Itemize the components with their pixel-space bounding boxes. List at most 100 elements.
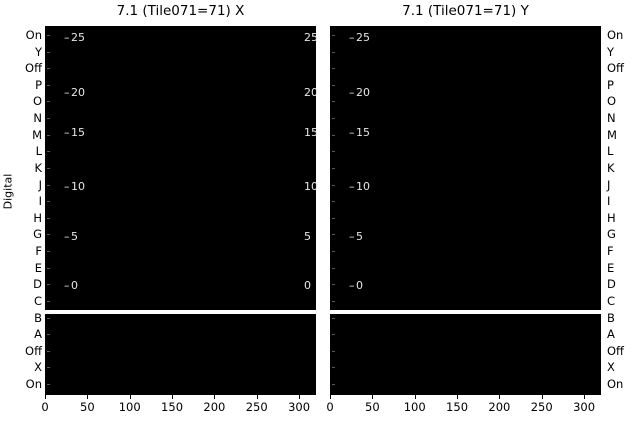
- x-tick-mark: [330, 395, 331, 399]
- inner-y-tick-label: –5: [349, 231, 363, 242]
- inner-y-tick-value: 20: [356, 86, 370, 99]
- x-tick-label: 150: [161, 400, 184, 414]
- inner-y-tick-label-mirrored: 0: [304, 279, 311, 292]
- inner-y-tick-value: 0: [356, 279, 363, 292]
- category-tick-label: D: [607, 277, 616, 292]
- minor-tick-mark: [47, 101, 50, 103]
- x-tick-label: 200: [203, 400, 226, 414]
- x-tick-mark: [45, 395, 46, 399]
- x-tick-mark: [414, 395, 416, 399]
- category-tick-label: G: [607, 227, 616, 242]
- category-tick-label: Y: [607, 44, 615, 59]
- minor-tick-mark: [47, 234, 50, 236]
- tick-dash-icon: –: [349, 86, 355, 99]
- category-tick-label: M: [32, 127, 42, 142]
- category-tick-label: Off: [25, 343, 42, 358]
- x-tick-label: 250: [530, 400, 553, 414]
- tick-dash-icon: –: [349, 279, 355, 292]
- tick-dash-icon: –: [64, 86, 70, 99]
- category-tick-label: H: [607, 210, 616, 225]
- category-tick-label: Y: [34, 44, 42, 59]
- inner-y-tick-label: –25: [64, 32, 85, 43]
- minor-tick-mark: [47, 284, 50, 286]
- inner-y-tick-label: –0: [64, 280, 78, 291]
- x-tick-mark: [299, 395, 301, 399]
- minor-tick-mark: [47, 350, 50, 352]
- category-tick-label: N: [33, 111, 42, 126]
- category-tick-label: O: [32, 94, 42, 109]
- category-tick-label: P: [35, 77, 42, 92]
- minor-tick-mark: [332, 384, 335, 386]
- minor-tick-mark: [332, 267, 335, 269]
- inner-y-tick-label: –15: [64, 127, 85, 138]
- panel-title-right: 7.1 (Tile071=71) Y: [402, 3, 529, 19]
- category-tick-label: I: [38, 194, 42, 209]
- plot-area-left-upper[interactable]: [45, 26, 316, 310]
- minor-tick-mark: [47, 217, 50, 219]
- inner-y-tick-label: –10: [349, 181, 370, 192]
- x-tick-label: 150: [446, 400, 469, 414]
- minor-tick-mark: [47, 317, 50, 319]
- inner-y-tick-value: 5: [71, 230, 78, 243]
- minor-tick-mark: [332, 68, 335, 70]
- x-tick-mark: [584, 395, 586, 399]
- plot-area-right-lower[interactable]: [330, 314, 601, 395]
- minor-tick-mark: [332, 118, 335, 120]
- category-tick-label: J: [38, 177, 42, 192]
- x-tick-mark: [541, 395, 543, 399]
- inner-y-tick-value: 20: [71, 86, 85, 99]
- plot-area-right-upper[interactable]: [330, 26, 601, 310]
- inner-y-tick-label-mirrored: 15: [304, 126, 318, 139]
- minor-tick-mark: [332, 167, 335, 169]
- minor-tick-mark: [332, 251, 335, 253]
- category-tick-label: Off: [25, 61, 42, 76]
- inner-y-tick-label: –10: [64, 181, 85, 192]
- minor-tick-mark: [332, 134, 335, 136]
- minor-tick-mark: [47, 51, 50, 53]
- category-tick-label: O: [607, 94, 617, 109]
- plot-area-left-lower[interactable]: [45, 314, 316, 395]
- tick-dash-icon: –: [64, 31, 70, 44]
- minor-tick-mark: [332, 201, 335, 203]
- inner-y-tick-label-mirrored: 5: [304, 230, 311, 243]
- tick-dash-icon: –: [64, 126, 70, 139]
- x-tick-label: 100: [118, 400, 141, 414]
- minor-tick-mark: [332, 151, 335, 153]
- tick-dash-icon: –: [64, 279, 70, 292]
- category-tick-label: E: [607, 260, 615, 275]
- minor-tick-mark: [332, 184, 335, 186]
- x-tick-mark: [457, 395, 459, 399]
- category-tick-label: F: [35, 244, 42, 259]
- tick-dash-icon: –: [64, 230, 70, 243]
- minor-tick-mark: [332, 51, 335, 53]
- inner-y-tick-value: 15: [71, 126, 85, 139]
- x-tick-label: 0: [41, 400, 49, 414]
- minor-tick-mark: [332, 234, 335, 236]
- category-tick-label: E: [34, 260, 42, 275]
- minor-tick-mark: [332, 300, 335, 302]
- minor-tick-mark: [47, 300, 50, 302]
- category-tick-label: Off: [607, 61, 624, 76]
- category-tick-label: A: [607, 327, 615, 342]
- inner-y-tick-label: –15: [349, 127, 370, 138]
- x-axis-right: 0 50 100 150 200 250 300: [326, 395, 601, 435]
- inner-y-tick-label: –25: [349, 32, 370, 43]
- inner-y-tick-label: –20: [64, 87, 85, 98]
- category-tick-label: B: [607, 310, 615, 325]
- inner-y-tick-label: –20: [349, 87, 370, 98]
- inner-y-tick-label-mirrored: 10: [304, 180, 318, 193]
- x-tick-label: 250: [245, 400, 268, 414]
- x-tick-label: 200: [488, 400, 511, 414]
- tick-dash-icon: –: [64, 180, 70, 193]
- category-tick-label: F: [607, 244, 614, 259]
- x-tick-label: 50: [80, 400, 95, 414]
- minor-tick-mark: [332, 84, 335, 86]
- x-tick-label: 300: [573, 400, 596, 414]
- minor-tick-mark: [332, 284, 335, 286]
- minor-tick-mark: [332, 217, 335, 219]
- x-tick-label: 300: [288, 400, 311, 414]
- minor-tick-mark: [47, 201, 50, 203]
- minor-tick-mark: [47, 334, 50, 336]
- x-tick-label: 0: [326, 400, 334, 414]
